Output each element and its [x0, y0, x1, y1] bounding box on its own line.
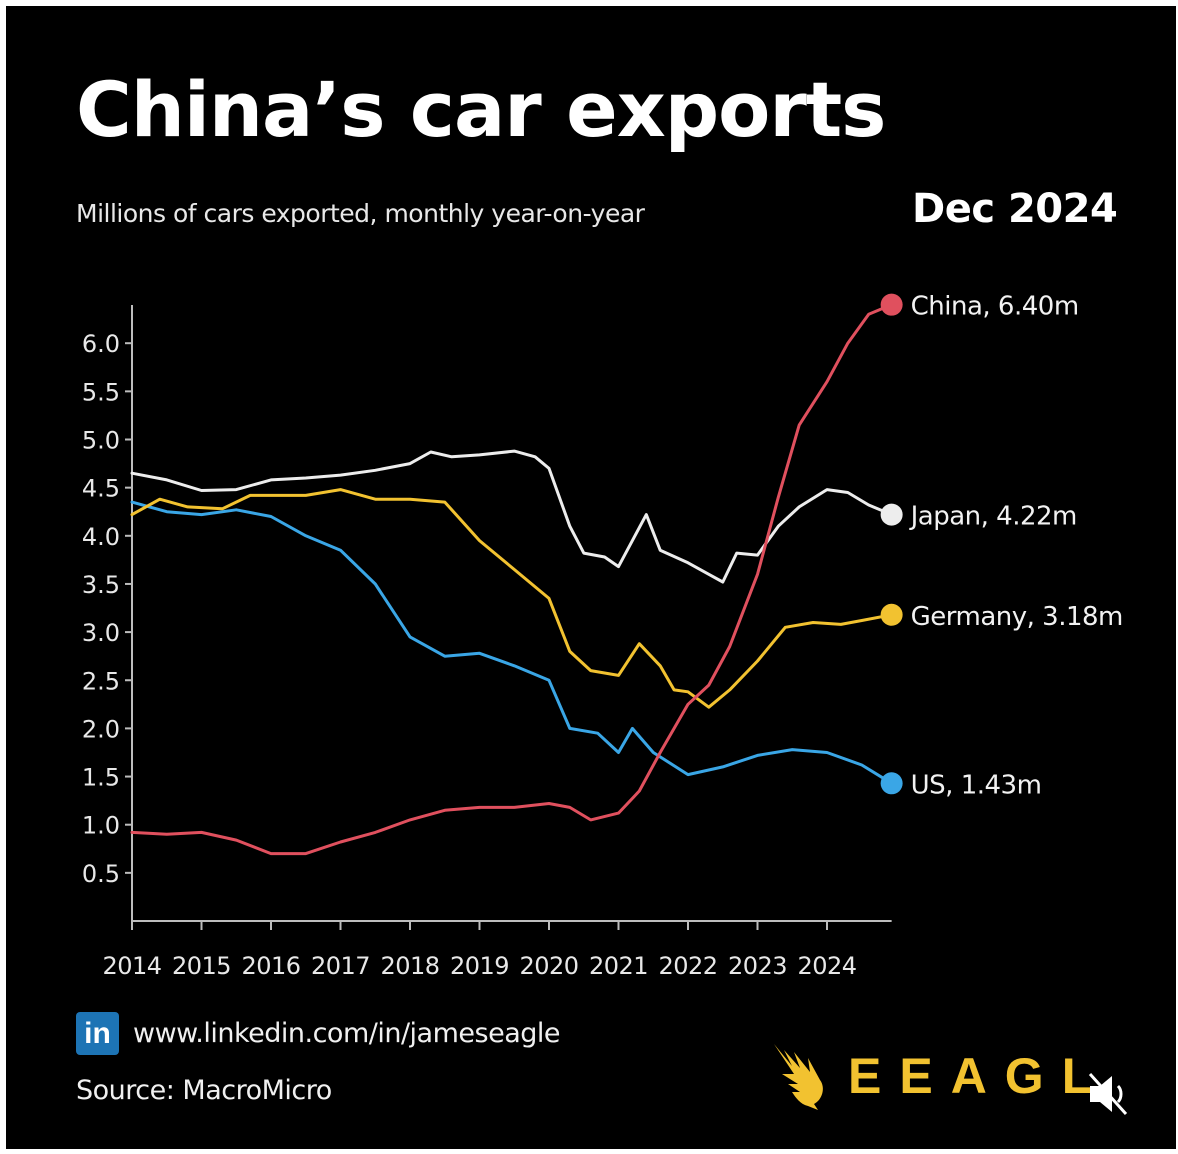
x-tick-label: 2018: [380, 952, 439, 980]
end-labels: China, 6.40m Japan, 4.22m Germany, 3.18m US…: [880, 292, 1123, 800]
y-tick-label: 4.0: [82, 523, 120, 551]
x-tick-label: 2015: [172, 952, 231, 980]
linkedin-icon: in: [76, 1012, 119, 1055]
x-tick-label: 2024: [797, 952, 856, 980]
y-tick-label: 1.0: [82, 812, 120, 840]
x-tick-label: 2023: [728, 952, 787, 980]
end-label-japan: Japan, 4.22m: [909, 502, 1077, 532]
end-marker-china: [880, 293, 903, 316]
eagle-icon: [774, 1044, 823, 1110]
x-tick-label: 2016: [241, 952, 300, 980]
y-tick-label: 2.0: [82, 715, 120, 743]
linkedin-credit: in www.linkedin.com/in/jameseagle: [76, 1012, 561, 1055]
x-tick-label: 2017: [311, 952, 370, 980]
chart-subtitle: Millions of cars exported, monthly year-…: [76, 199, 645, 228]
series-line-us: [130, 500, 894, 785]
end-marker-us: [880, 772, 903, 795]
y-tick-label: 4.5: [82, 475, 120, 503]
y-tick-label: 5.0: [82, 427, 120, 455]
chart-title: China’s car exports: [76, 65, 886, 154]
x-tick-label: 2020: [519, 952, 578, 980]
muted-speaker-icon[interactable]: [1086, 1070, 1132, 1118]
linkedin-url: www.linkedin.com/in/jameseagle: [133, 1018, 561, 1049]
axes: 0.5 1.0 1.5 2.0 2.5 3.0 3.5 4.0 4.5 5.0 5.5 6.0 2014…: [82, 305, 892, 980]
series-line-china: [130, 303, 894, 856]
y-tick-label: 5.5: [82, 378, 120, 406]
x-tick-label: 2021: [589, 952, 648, 980]
source-note: Source: MacroMicro: [76, 1075, 332, 1106]
series-line-germany: [130, 488, 894, 709]
end-label-germany: Germany, 3.18m: [911, 602, 1123, 632]
x-tick-label: 2022: [658, 952, 717, 980]
end-marker-germany: [880, 603, 903, 626]
brand-logo: EEAGL: [770, 1040, 1110, 1112]
y-tick-label: 0.5: [82, 860, 120, 888]
y-tick-label: 6.0: [82, 330, 120, 358]
series-line-japan: [130, 449, 894, 584]
x-tick-label: 2019: [450, 952, 509, 980]
brand-name: EEAGL: [848, 1048, 1111, 1104]
y-tick-label: 3.5: [82, 571, 120, 599]
y-tick-label: 3.0: [82, 619, 120, 647]
y-tick-label: 1.5: [82, 764, 120, 792]
y-tick-label: 2.5: [82, 667, 120, 695]
series-lines: [130, 303, 894, 856]
date-label: Dec 2024: [912, 186, 1118, 232]
end-label-china: China, 6.40m: [911, 292, 1079, 322]
chart-frame: [6, 6, 1176, 1149]
x-tick-label: 2014: [102, 952, 161, 980]
end-label-us: US, 1.43m: [911, 770, 1042, 800]
end-marker-japan: [880, 503, 903, 526]
